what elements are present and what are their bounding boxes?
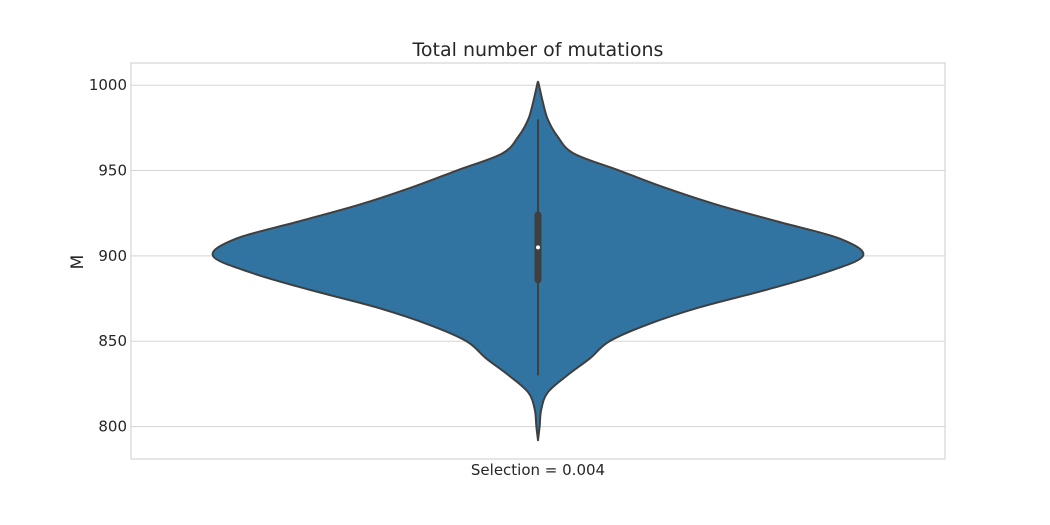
y-tick-label-850: 850	[98, 332, 127, 350]
plot-frame	[130, 62, 946, 460]
y-tick-label-800: 800	[98, 418, 127, 436]
y-tick-labels: 800 850 900 950 1000	[89, 76, 127, 435]
y-tick-label-950: 950	[98, 162, 127, 180]
inner-box	[534, 119, 542, 376]
y-axis-label: M	[68, 255, 88, 270]
x-tick-labels: Selection = 0.004	[471, 461, 605, 479]
x-tick-label: Selection = 0.004	[471, 461, 605, 479]
chart-title: Total number of mutations	[412, 39, 664, 61]
y-tick-label-900: 900	[98, 247, 127, 265]
median-marker	[536, 245, 540, 250]
y-tick-label-1000: 1000	[89, 76, 127, 94]
